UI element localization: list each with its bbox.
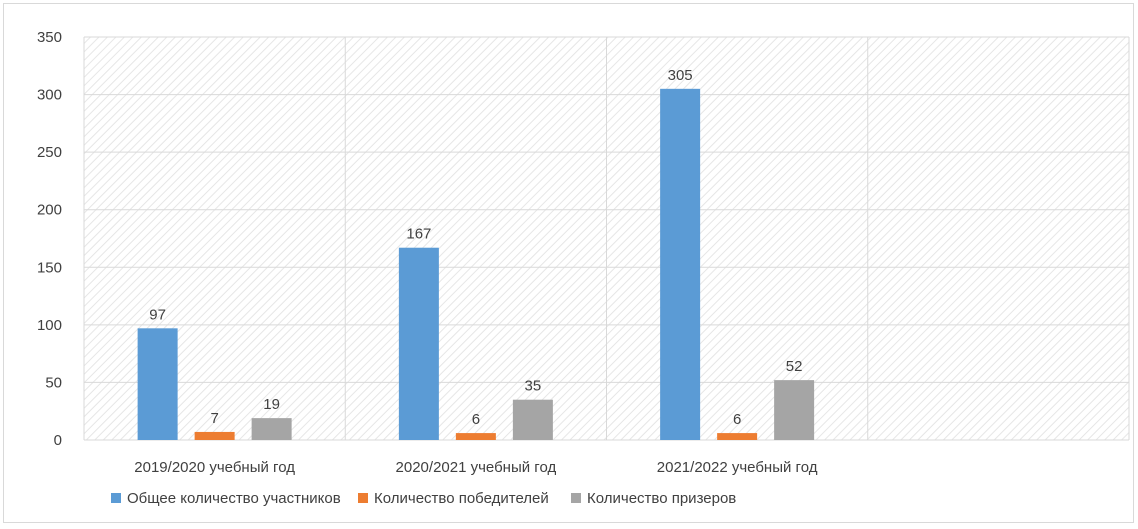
gridlines bbox=[83, 36, 1130, 441]
legend-swatch bbox=[571, 493, 581, 503]
y-tick-label: 100 bbox=[37, 317, 62, 334]
y-tick-label: 200 bbox=[37, 202, 62, 219]
x-axis: 2019/2020 учебный год 2020/2021 учебный г… bbox=[134, 459, 817, 476]
bar bbox=[774, 380, 815, 440]
legend-label: Количество победителей bbox=[374, 490, 549, 507]
legend-label: Количество призеров bbox=[587, 490, 736, 507]
data-labels: 97 7 19 167 6 35 305 6 52 bbox=[149, 67, 802, 428]
chart-frame: 0 50 100 150 200 250 300 350 97 7 19 167 6 35 305 6 52 … bbox=[3, 3, 1134, 523]
x-tick-label: 2021/2022 учебный год bbox=[657, 459, 818, 476]
legend-swatch bbox=[111, 493, 121, 503]
y-tick-label: 150 bbox=[37, 259, 62, 276]
bar bbox=[512, 399, 553, 440]
data-label: 7 bbox=[210, 410, 218, 427]
data-label: 305 bbox=[668, 67, 693, 84]
y-tick-label: 250 bbox=[37, 144, 62, 161]
legend-label: Общее количество участников bbox=[127, 490, 341, 507]
bar bbox=[660, 88, 701, 441]
bar bbox=[251, 418, 292, 440]
x-tick-label: 2019/2020 учебный год bbox=[134, 459, 295, 476]
bar bbox=[398, 247, 439, 440]
data-label: 6 bbox=[472, 411, 480, 428]
data-label: 167 bbox=[406, 226, 431, 243]
bar bbox=[137, 328, 178, 440]
data-label: 19 bbox=[263, 396, 280, 413]
data-label: 35 bbox=[525, 378, 542, 395]
legend: Общее количество участников Количество по… bbox=[111, 490, 736, 507]
bar bbox=[455, 433, 496, 440]
legend-swatch bbox=[358, 493, 368, 503]
data-label: 97 bbox=[149, 306, 166, 323]
x-tick-label: 2020/2021 учебный год bbox=[396, 459, 557, 476]
y-tick-label: 0 bbox=[54, 432, 62, 449]
bar bbox=[194, 431, 235, 440]
bar bbox=[717, 433, 758, 440]
y-tick-label: 50 bbox=[45, 374, 62, 391]
bars bbox=[137, 88, 815, 441]
data-label: 52 bbox=[786, 358, 803, 375]
y-tick-label: 350 bbox=[37, 29, 62, 46]
data-label: 6 bbox=[733, 411, 741, 428]
y-axis: 0 50 100 150 200 250 300 350 bbox=[37, 29, 62, 449]
y-tick-label: 300 bbox=[37, 87, 62, 104]
